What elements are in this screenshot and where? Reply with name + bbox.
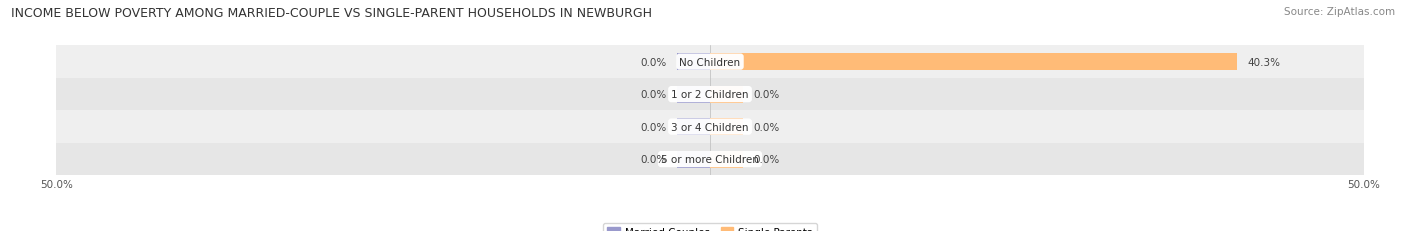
Bar	[56, 143, 1364, 176]
Bar	[710, 54, 1237, 71]
Text: 40.3%: 40.3%	[1247, 57, 1281, 67]
Legend: Married Couples, Single Parents: Married Couples, Single Parents	[603, 223, 817, 231]
Text: 1 or 2 Children: 1 or 2 Children	[671, 90, 749, 100]
Bar	[678, 151, 710, 168]
Bar	[710, 86, 742, 103]
Bar	[56, 46, 1364, 79]
Text: 0.0%: 0.0%	[641, 57, 666, 67]
Bar	[56, 111, 1364, 143]
Bar	[710, 119, 742, 135]
Text: 0.0%: 0.0%	[641, 122, 666, 132]
Bar	[678, 119, 710, 135]
Text: Source: ZipAtlas.com: Source: ZipAtlas.com	[1284, 7, 1395, 17]
Text: 0.0%: 0.0%	[641, 154, 666, 164]
Bar	[710, 151, 742, 168]
Text: INCOME BELOW POVERTY AMONG MARRIED-COUPLE VS SINGLE-PARENT HOUSEHOLDS IN NEWBURG: INCOME BELOW POVERTY AMONG MARRIED-COUPL…	[11, 7, 652, 20]
Bar	[678, 54, 710, 71]
Text: 0.0%: 0.0%	[754, 90, 779, 100]
Text: 3 or 4 Children: 3 or 4 Children	[671, 122, 749, 132]
Text: 0.0%: 0.0%	[754, 122, 779, 132]
Text: No Children: No Children	[679, 57, 741, 67]
Text: 0.0%: 0.0%	[754, 154, 779, 164]
Text: 5 or more Children: 5 or more Children	[661, 154, 759, 164]
Text: 0.0%: 0.0%	[641, 90, 666, 100]
Bar	[678, 86, 710, 103]
Bar	[56, 79, 1364, 111]
